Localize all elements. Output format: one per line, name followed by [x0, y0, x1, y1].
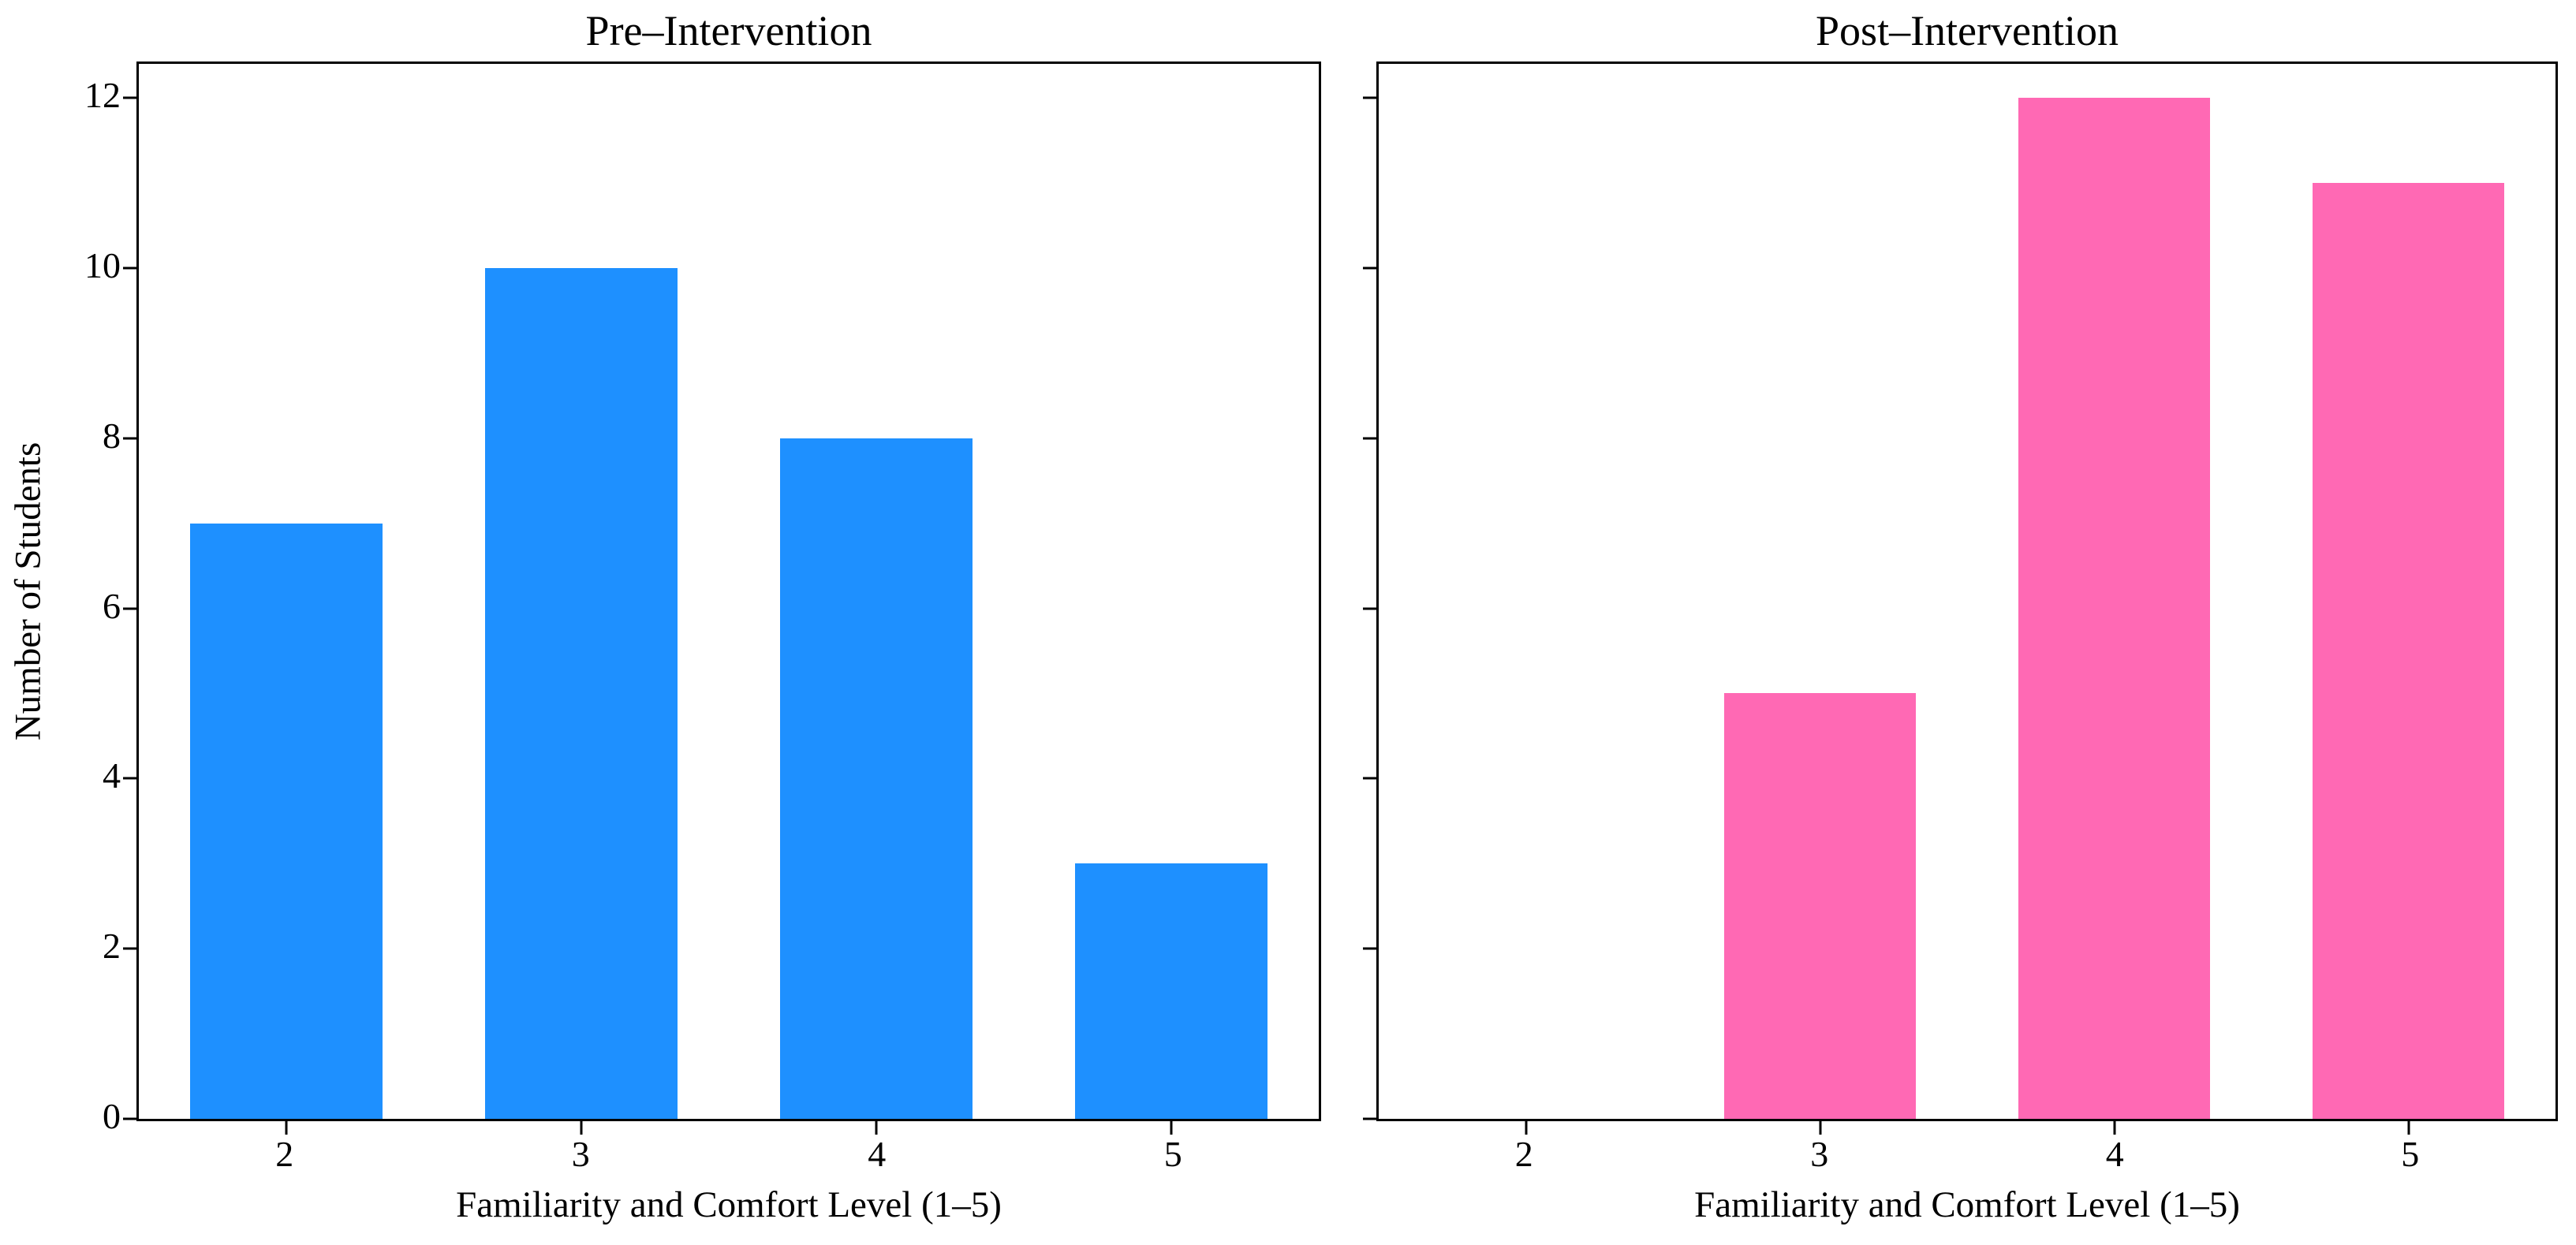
- y-tick-mark: [123, 777, 136, 780]
- y-tick-mark: [1363, 1117, 1376, 1120]
- post-intervention-title: Post–Intervention: [1816, 7, 2119, 54]
- x-tick-label: 4: [2105, 1134, 2124, 1174]
- bar-level-5: [2313, 183, 2504, 1119]
- y-tick-label: 0: [103, 1096, 121, 1136]
- bar-level-4: [2018, 98, 2210, 1119]
- x-tick-label: 2: [275, 1134, 294, 1174]
- x-tick-mark: [2407, 1121, 2410, 1135]
- x-tick-mark: [1170, 1121, 1173, 1135]
- y-tick-label: 8: [103, 415, 121, 456]
- y-tick-mark: [1363, 437, 1376, 440]
- y-tick-mark: [123, 267, 136, 270]
- post-intervention-plot-area: [1363, 62, 2558, 1135]
- y-tick-label: 10: [84, 244, 121, 285]
- x-tick-label: 5: [2401, 1134, 2420, 1174]
- x-tick-mark: [875, 1121, 878, 1135]
- post-x-axis-tick-labels: 2 3 4 5: [1376, 1131, 2558, 1178]
- y-tick-label: 2: [103, 926, 121, 967]
- y-tick-label: 6: [103, 585, 121, 626]
- bar-level-3: [1724, 693, 1916, 1119]
- pre-intervention-plot-area: [123, 62, 1321, 1135]
- bar-level-2: [190, 523, 383, 1119]
- x-tick-mark: [1819, 1121, 1821, 1135]
- y-tick-mark: [123, 1117, 136, 1120]
- y-tick-label: 4: [103, 755, 121, 796]
- x-tick-label: 3: [571, 1134, 590, 1174]
- y-tick-mark: [123, 607, 136, 610]
- y-tick-label: 12: [84, 75, 121, 116]
- x-tick-mark: [580, 1121, 583, 1135]
- y-tick-mark: [1363, 777, 1376, 780]
- y-tick-mark: [123, 96, 136, 99]
- x-tick-label: 3: [1810, 1134, 1829, 1174]
- x-tick-label: 4: [868, 1134, 887, 1174]
- x-tick-mark: [1525, 1121, 1527, 1135]
- y-tick-mark: [1363, 267, 1376, 270]
- y-tick-mark: [123, 947, 136, 950]
- pre-intervention-title: Pre–Intervention: [585, 7, 872, 54]
- bar-level-4: [780, 438, 973, 1119]
- x-tick-label: 2: [1514, 1134, 1533, 1174]
- y-axis-tick-labels: 0 2 4 6 8 10 12: [0, 62, 121, 1135]
- y-tick-mark: [1363, 607, 1376, 610]
- post-x-axis-label: Familiarity and Comfort Level (1–5): [1694, 1184, 2240, 1225]
- bar-level-3: [485, 267, 678, 1119]
- y-tick-mark: [1363, 96, 1376, 99]
- y-tick-mark: [1363, 947, 1376, 950]
- x-tick-mark: [285, 1121, 288, 1135]
- pre-x-axis-tick-labels: 2 3 4 5: [136, 1131, 1321, 1178]
- pre-x-axis-label: Familiarity and Comfort Level (1–5): [456, 1184, 1002, 1225]
- bar-level-5: [1075, 863, 1267, 1119]
- y-tick-mark: [123, 437, 136, 440]
- x-tick-label: 5: [1163, 1134, 1182, 1174]
- x-tick-mark: [2113, 1121, 2115, 1135]
